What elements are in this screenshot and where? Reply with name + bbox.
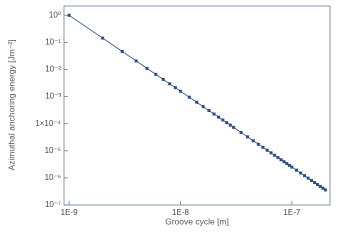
data-point (168, 82, 172, 86)
data-point (239, 130, 243, 134)
data-point (256, 142, 260, 146)
data-point (279, 158, 283, 162)
data-point (294, 168, 298, 172)
data-point (282, 160, 286, 164)
data-point (309, 178, 313, 182)
data-point (217, 115, 221, 119)
data-point (101, 36, 105, 40)
data-point (195, 100, 199, 104)
y-tick-label: 10⁻⁷ (45, 200, 61, 209)
data-point (261, 145, 265, 149)
data-point (232, 125, 236, 129)
data-point (207, 109, 211, 113)
data-point (276, 156, 280, 160)
data-point (318, 184, 322, 188)
x-tick-label: 1E-9 (61, 208, 78, 217)
data-point (187, 95, 191, 99)
data-point (251, 139, 255, 143)
data-point (178, 89, 182, 93)
data-point (120, 49, 124, 53)
data-point (265, 148, 269, 152)
data-point (246, 135, 250, 139)
data-point (134, 59, 138, 63)
data-point (290, 165, 294, 169)
data-point (306, 176, 310, 180)
data-point (67, 13, 71, 17)
y-tick-label: 1×10⁻⁴ (35, 119, 61, 128)
y-tick-label: 10⁻³ (45, 92, 61, 101)
y-tick-label: 10⁰ (49, 10, 61, 19)
y-tick-label: 10⁻¹ (45, 37, 61, 46)
x-tick-label: 1E-7 (283, 208, 300, 217)
data-point (285, 162, 289, 166)
plot-frame (63, 5, 331, 206)
data-point (221, 118, 225, 122)
data-point (287, 163, 291, 167)
data-point (173, 86, 177, 90)
data-point (269, 151, 273, 155)
y-axis-title: Azimuthal anchoring energy [Jm⁻²] (6, 39, 16, 170)
data-point (145, 66, 149, 70)
y-tick-label: 10⁻⁵ (45, 146, 61, 155)
data-point (299, 171, 303, 175)
x-tick-label: 1E-8 (172, 208, 189, 217)
y-tick-label: 10⁻⁶ (45, 173, 61, 182)
data-point (273, 153, 277, 157)
data-point (225, 121, 229, 125)
data-point (228, 123, 232, 127)
data-point (212, 112, 216, 116)
data-point (313, 181, 317, 185)
y-tick-label: 10⁻² (45, 65, 61, 74)
data-point (323, 188, 327, 192)
data-point (303, 174, 307, 178)
data-point (316, 183, 320, 187)
data-point (154, 72, 158, 76)
x-axis-title: Groove cycle [m] (165, 216, 229, 226)
data-point (201, 105, 205, 109)
data-point (161, 77, 165, 81)
chart: Groove cycle [m] Azimuthal anchoring ene… (6, 5, 331, 226)
data-point (321, 186, 325, 190)
